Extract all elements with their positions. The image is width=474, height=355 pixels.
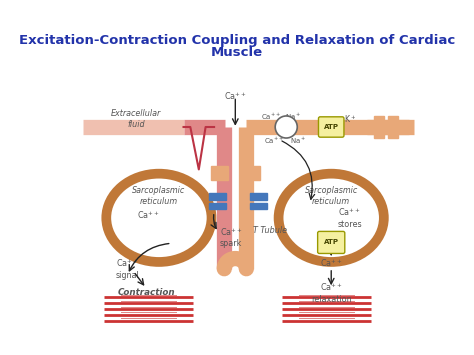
Bar — [250, 203, 267, 209]
Text: Ca$^{++}$: Ca$^{++}$ — [320, 258, 343, 269]
FancyBboxPatch shape — [319, 117, 344, 137]
Text: ATP: ATP — [324, 239, 339, 245]
Bar — [209, 203, 226, 209]
Text: Excitation-Contraction Coupling and Relaxation of Cardiac: Excitation-Contraction Coupling and Rela… — [19, 34, 455, 47]
Circle shape — [275, 116, 297, 138]
Bar — [209, 193, 226, 200]
Bar — [374, 116, 384, 138]
Text: Ca$^{++}$
signal: Ca$^{++}$ signal — [116, 258, 139, 280]
Text: K$^+$: K$^+$ — [344, 113, 356, 125]
Text: Ca$^{++}$
spark: Ca$^{++}$ spark — [220, 226, 243, 248]
Text: Muscle: Muscle — [211, 45, 263, 59]
Bar — [388, 116, 398, 138]
Text: ATP: ATP — [324, 124, 339, 130]
Text: Ca$^{++}$: Ca$^{++}$ — [264, 136, 283, 146]
Text: Ca$^{++}$  Na$^+$: Ca$^{++}$ Na$^+$ — [261, 112, 301, 122]
Text: Sarcoplasmic
reticulum: Sarcoplasmic reticulum — [305, 186, 358, 206]
Bar — [243, 166, 260, 180]
Text: Contraction: Contraction — [118, 288, 175, 297]
Text: Ca$^{++}$: Ca$^{++}$ — [224, 91, 246, 102]
Text: T Tubule: T Tubule — [253, 226, 287, 235]
Text: Ca$^{++}$
stores: Ca$^{++}$ stores — [338, 207, 363, 229]
FancyBboxPatch shape — [318, 231, 345, 253]
Text: Extracellular
fluid: Extracellular fluid — [111, 109, 161, 129]
Bar — [210, 166, 228, 180]
Text: Ca$^{++}$
relaxation: Ca$^{++}$ relaxation — [311, 282, 352, 304]
Text: Na$^+$: Na$^+$ — [291, 136, 307, 146]
Text: Sarcoplasmic
reticulum: Sarcoplasmic reticulum — [132, 186, 185, 206]
Bar — [250, 193, 267, 200]
Text: Ca$^{++}$: Ca$^{++}$ — [137, 209, 160, 221]
